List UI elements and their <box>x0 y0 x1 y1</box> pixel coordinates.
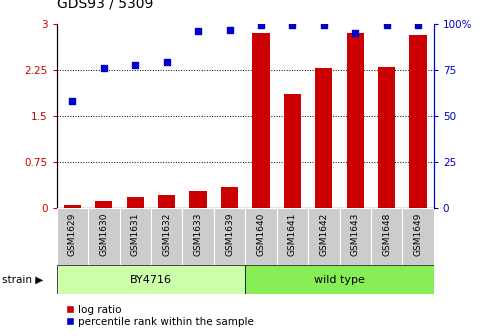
Text: strain ▶: strain ▶ <box>2 275 44 285</box>
Text: GSM1630: GSM1630 <box>99 213 108 256</box>
Text: GSM1631: GSM1631 <box>131 213 140 256</box>
Bar <box>57 208 88 265</box>
Bar <box>189 191 207 208</box>
Text: GSM1629: GSM1629 <box>68 213 77 256</box>
Text: wild type: wild type <box>314 275 365 285</box>
Point <box>383 23 390 28</box>
Point <box>257 23 265 28</box>
Bar <box>221 187 238 208</box>
Bar <box>410 35 427 208</box>
Bar <box>88 208 119 265</box>
Text: GSM1633: GSM1633 <box>194 213 203 256</box>
Bar <box>64 205 81 208</box>
Bar <box>315 68 332 208</box>
Bar <box>371 208 402 265</box>
Bar <box>245 265 434 294</box>
Bar <box>182 208 214 265</box>
Bar <box>119 208 151 265</box>
Bar <box>214 208 246 265</box>
Text: GSM1648: GSM1648 <box>382 213 391 256</box>
Text: GSM1639: GSM1639 <box>225 213 234 256</box>
Point <box>320 23 328 28</box>
Point <box>288 23 296 28</box>
Bar <box>151 208 182 265</box>
Point <box>414 23 422 28</box>
Point <box>352 30 359 36</box>
Bar <box>127 197 144 208</box>
Bar <box>95 201 112 208</box>
Point <box>163 60 171 65</box>
Text: BY4716: BY4716 <box>130 275 172 285</box>
Point <box>226 27 234 32</box>
Text: GSM1642: GSM1642 <box>319 213 328 256</box>
Text: GSM1632: GSM1632 <box>162 213 171 256</box>
Text: GSM1649: GSM1649 <box>414 213 423 256</box>
Point <box>69 98 76 103</box>
Text: GSM1641: GSM1641 <box>288 213 297 256</box>
Text: GDS93 / 5309: GDS93 / 5309 <box>57 0 153 11</box>
Bar <box>308 208 340 265</box>
Bar <box>378 67 395 208</box>
Text: GSM1643: GSM1643 <box>351 213 360 256</box>
Bar <box>158 195 176 208</box>
Bar <box>277 208 308 265</box>
Bar <box>57 265 245 294</box>
Bar <box>252 33 270 208</box>
Point <box>131 63 139 68</box>
Bar <box>340 208 371 265</box>
Point <box>100 66 108 71</box>
Legend: log ratio, percentile rank within the sample: log ratio, percentile rank within the sa… <box>62 301 257 331</box>
Bar <box>284 94 301 208</box>
Bar <box>402 208 434 265</box>
Point <box>194 28 202 34</box>
Bar <box>347 33 364 208</box>
Text: GSM1640: GSM1640 <box>256 213 266 256</box>
Bar <box>245 208 277 265</box>
